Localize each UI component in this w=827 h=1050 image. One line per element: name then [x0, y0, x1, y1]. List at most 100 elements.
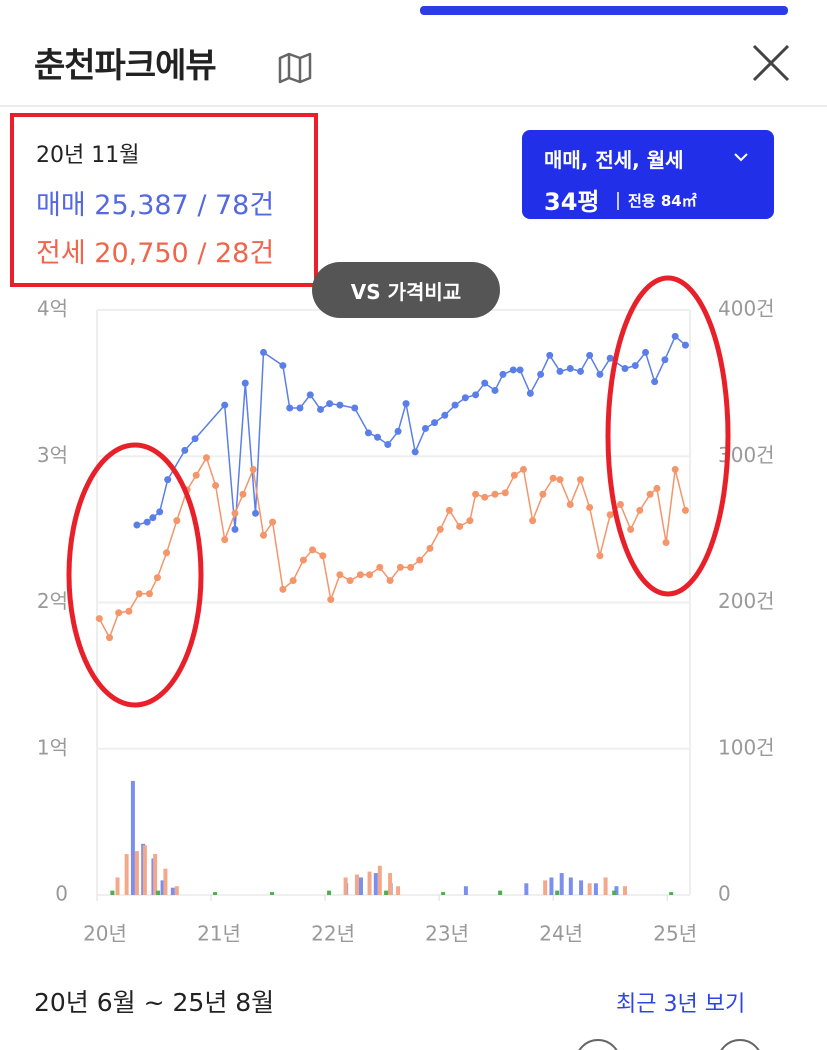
compare-button[interactable]: VS 가격비교	[312, 262, 500, 318]
volume-bar	[579, 880, 584, 895]
price-point	[183, 486, 191, 494]
price-point	[95, 615, 103, 623]
price-point	[606, 354, 614, 362]
price-point	[481, 493, 489, 501]
volume-bar	[388, 873, 393, 895]
price-point	[421, 424, 429, 432]
y-tick-label: 3억	[37, 443, 68, 467]
volume-bar	[441, 892, 446, 895]
volume-bar	[174, 886, 179, 895]
price-point	[529, 517, 537, 525]
price-point	[416, 556, 424, 564]
price-point	[239, 490, 247, 498]
price-point	[501, 489, 509, 497]
price-point	[586, 503, 594, 511]
price-point	[289, 577, 297, 585]
price-line	[98, 455, 687, 640]
price-point	[577, 367, 585, 375]
volume-bar	[270, 892, 275, 895]
separator	[617, 192, 619, 210]
price-point	[212, 482, 220, 489]
price-point	[286, 404, 294, 412]
y-tick-label: 1억	[37, 735, 68, 759]
price-point	[192, 471, 200, 479]
x-tick-label: 21년	[197, 922, 241, 946]
volume-bar	[373, 873, 378, 895]
price-point	[351, 404, 359, 412]
price-point	[384, 441, 392, 449]
price-point	[520, 465, 528, 473]
price-point	[566, 501, 574, 509]
price-point	[336, 571, 344, 579]
recent-link[interactable]: 최근 3년 보기	[616, 992, 746, 1017]
price-point	[135, 590, 143, 598]
active-tab-indicator	[420, 6, 788, 15]
price-point	[241, 379, 249, 387]
volume-bar	[669, 892, 674, 895]
price-point	[631, 362, 639, 370]
volume-bar	[612, 890, 617, 895]
volume-bar	[587, 883, 592, 895]
price-point	[394, 427, 402, 435]
price-point	[466, 517, 474, 525]
price-point	[259, 348, 267, 356]
price-point	[616, 501, 624, 509]
price-point	[231, 525, 239, 533]
size: 34평	[544, 188, 600, 216]
price-point	[539, 490, 547, 498]
volume-bar	[622, 886, 627, 895]
map-icon[interactable]	[276, 50, 314, 84]
volume-bar	[555, 890, 560, 895]
price-point	[566, 365, 574, 372]
price-point	[472, 490, 480, 498]
close-button[interactable]	[750, 42, 792, 84]
price-point	[269, 518, 277, 526]
price-point	[510, 471, 518, 479]
price-point	[596, 552, 604, 560]
period: 20년 6월 ~ 25년 8월	[34, 988, 275, 1017]
price-point	[336, 401, 344, 409]
price-point	[317, 405, 325, 413]
price-point	[163, 549, 171, 557]
price-point	[346, 577, 354, 585]
y2-tick-label: 300건	[718, 443, 775, 467]
price-point	[125, 607, 133, 615]
price-point	[441, 411, 449, 419]
price-point	[202, 454, 210, 462]
price-point	[249, 465, 257, 473]
tooltip-jeonse: 전세 20,750 / 28건	[36, 238, 275, 269]
price-point	[436, 525, 444, 533]
price-point	[546, 351, 554, 359]
price-point	[149, 514, 157, 522]
volume-bar	[377, 865, 382, 895]
price-point	[556, 367, 564, 375]
price-point	[681, 341, 689, 349]
price-point	[491, 490, 499, 498]
price-point	[407, 563, 415, 571]
price-point	[327, 596, 335, 604]
price-point	[221, 401, 229, 409]
price-point	[231, 509, 239, 517]
volume-bar	[396, 886, 401, 895]
price-point	[221, 536, 229, 544]
price-point	[191, 435, 199, 443]
y-tick-label: 2억	[37, 589, 68, 613]
volume-bar	[355, 874, 360, 895]
filter-button[interactable]: 매매, 전세, 월세 34평 전용 84㎡	[522, 130, 774, 219]
price-point	[537, 370, 545, 378]
price-point	[396, 563, 404, 571]
price-point	[426, 544, 434, 552]
deal-types: 매매, 전세, 월세	[544, 148, 684, 172]
price-point	[662, 539, 670, 547]
price-point	[364, 429, 372, 437]
volume-bar	[603, 877, 608, 895]
price-point	[456, 522, 464, 530]
volume-bar	[156, 890, 161, 895]
volume-bar	[170, 887, 175, 895]
y2-tick-label: 100건	[718, 735, 775, 759]
price-point	[636, 506, 644, 514]
price-point	[671, 332, 679, 340]
price-point	[499, 370, 507, 378]
price-point	[451, 401, 459, 409]
